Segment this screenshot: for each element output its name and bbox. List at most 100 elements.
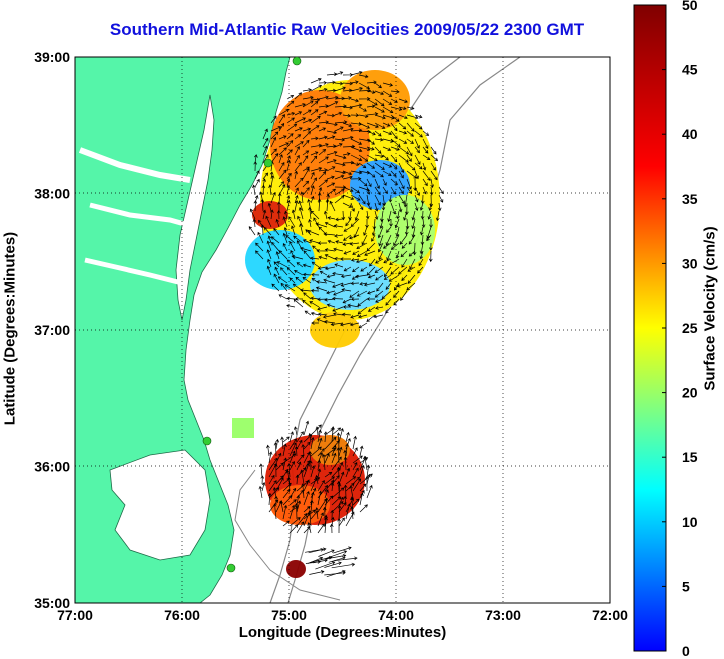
velocity-arrow [300,288,312,293]
velocity-arrow [396,282,408,288]
velocity-arrow [359,473,373,485]
velocity-arrow [302,272,312,277]
sound-water [109,449,211,561]
velocity-arrow [403,194,408,208]
velocity-arrow [330,482,335,492]
velocity-arrow [303,526,311,534]
velocity-arrow [334,126,344,132]
velocity-arrow [388,194,393,203]
velocity-arrow [334,195,345,204]
velocity-arrow [374,114,386,120]
velocity-arrow [345,443,349,457]
velocity-arrow [430,154,439,162]
velocity-arrow [382,122,391,127]
velocity-arrow [273,227,280,236]
velocity-arrow [303,512,311,527]
velocity-arrow [278,135,287,140]
velocity-arrow [358,162,367,169]
velocity-arrow [417,266,424,274]
velocity-arrow [252,218,257,228]
velocity-arrow [398,186,404,195]
velocity-arrow [317,490,323,506]
velocity-arrow [309,570,325,575]
velocity-arrow [324,553,347,560]
velocity-arrow [326,122,338,127]
velocity-arrow [270,174,275,188]
velocity-arrow [350,86,363,92]
velocity-arrow [286,149,293,156]
velocity-arrow [350,146,363,153]
velocity-arrow [318,255,328,260]
velocity-arrow [310,311,320,316]
velocity-arrow [338,428,344,443]
velocity-arrow [296,494,301,506]
velocity-arrow [254,178,260,188]
velocity-arrow [342,170,353,176]
velocity-arrow [315,474,319,485]
velocity-arrow [294,154,300,164]
velocity-arrow [398,194,405,205]
velocity-arrow [273,273,280,284]
velocity-arrow [310,477,318,492]
velocity-arrow [298,207,304,220]
velocity-arrow [374,162,385,170]
velocity-arrow [382,90,393,97]
velocity-arrow [378,250,384,261]
velocity-arrow [273,261,280,268]
colorbar-tick-label: 50 [682,0,698,13]
velocity-arrow [398,130,408,135]
velocity-arrow [397,266,408,275]
velocity-arrow [317,297,328,302]
velocity-arrow [318,149,327,156]
colorbar-tick-label: 25 [682,320,698,336]
velocity-arrow [326,144,337,149]
velocity-arrow [407,266,416,272]
velocity-arrow [422,154,431,160]
velocity-arrow [261,482,266,492]
velocity-arrow [335,217,344,222]
velocity-arrow [283,227,288,236]
velocity-arrow [318,226,328,236]
velocity-arrow [406,146,413,157]
velocity-arrow [267,202,272,212]
velocity-arrow [331,452,337,464]
velocity-arrow [282,216,288,228]
velocity-arrow [253,200,258,212]
velocity-arrow [278,294,288,300]
velocity-arrow [318,95,329,100]
velocity-arrow [276,261,288,268]
velocity-arrow [327,239,336,244]
velocity-arrow [396,210,400,220]
velocity-arrow [318,80,328,85]
velocity-arrow [406,170,418,179]
velocity-arrow [419,202,424,211]
velocity-arrow [343,456,348,471]
velocity-arrow [426,234,432,242]
velocity-arrow [304,310,312,316]
velocity-arrow [294,141,304,148]
velocity-arrow [375,306,384,310]
velocity-arrow [300,191,304,204]
velocity-arrow [350,314,360,319]
velocity-arrow [382,130,393,136]
velocity-arrow [302,168,310,180]
velocity-arrow [382,98,393,105]
velocity-arrow [296,500,302,513]
velocity-arrow [406,282,416,291]
velocity-arrow [318,120,330,125]
velocity-arrow [374,137,384,142]
velocity-arrow [317,512,325,527]
velocity-arrow [290,249,296,260]
velocity-arrow [326,88,337,93]
velocity-arrow [390,106,403,111]
velocity-arrow [338,517,345,527]
velocity-arrow [258,485,263,499]
velocity-arrow [315,561,336,570]
velocity-arrow [326,101,339,108]
velocity-arrow [383,274,392,280]
velocity-arrow [352,250,360,255]
velocity-arrow [390,170,397,178]
velocity-arrow [294,200,299,212]
velocity-arrow [294,92,303,100]
